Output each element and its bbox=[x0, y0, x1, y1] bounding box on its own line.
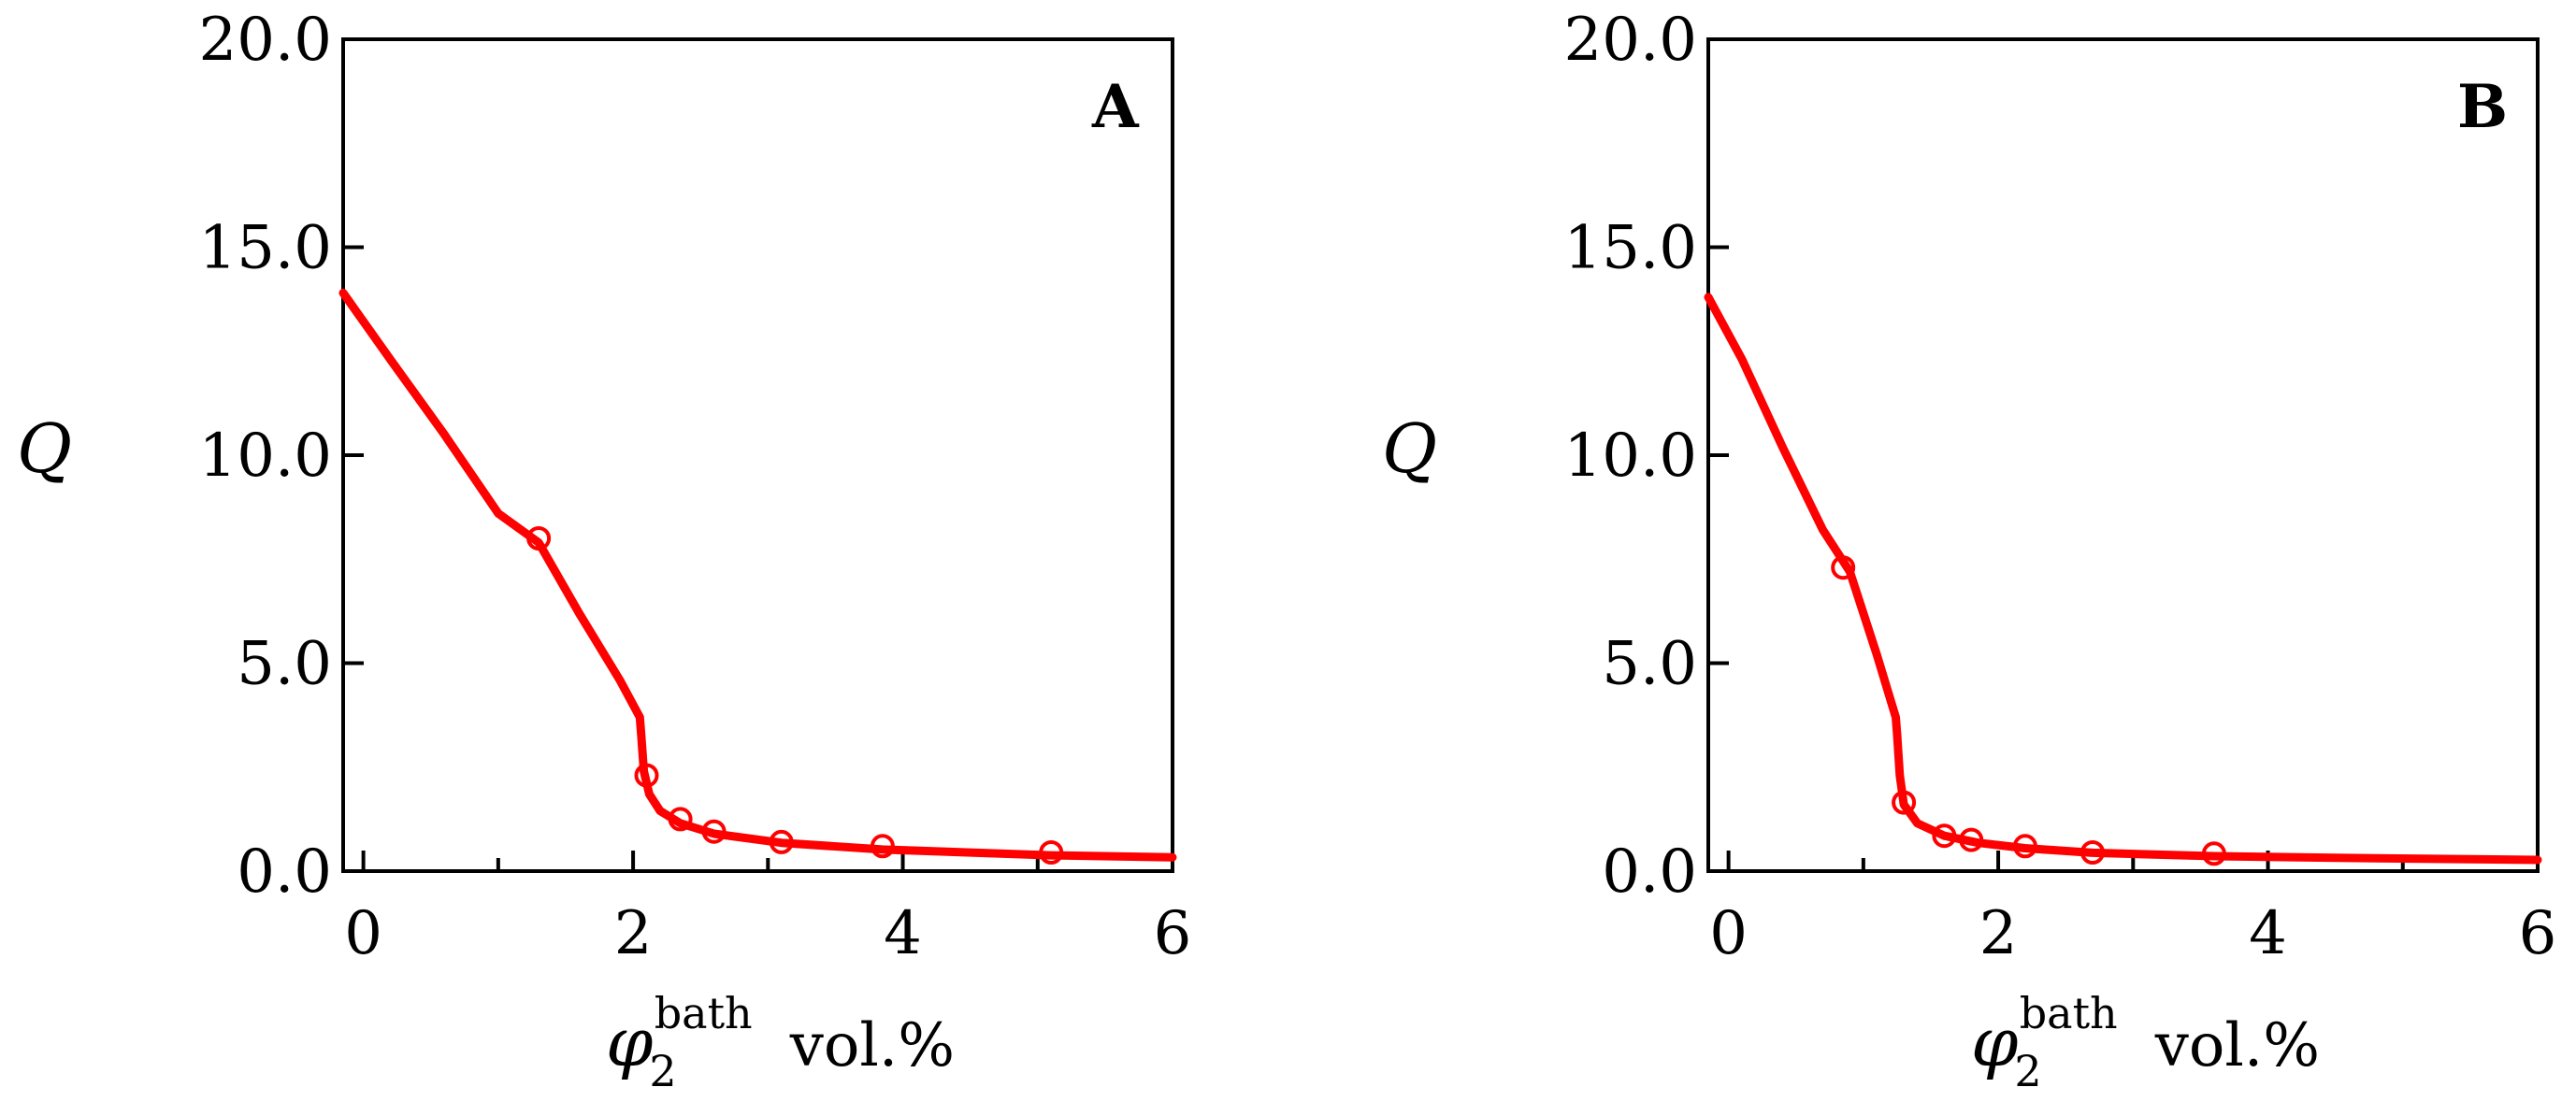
data-point bbox=[526, 526, 552, 551]
data-point bbox=[2012, 834, 2037, 859]
x-tick-label: 0 bbox=[1709, 899, 1748, 968]
y-tick-label: 5.0 bbox=[237, 630, 332, 699]
series-layer bbox=[1704, 293, 2542, 866]
axis-ticks bbox=[1708, 37, 2540, 873]
y-axis-label: Q bbox=[17, 409, 72, 488]
y-tick-label: 5.0 bbox=[1602, 630, 1697, 699]
x-axis-unit: vol.% bbox=[2154, 1011, 2320, 1080]
x-axis-subscript: 2 bbox=[649, 1046, 676, 1096]
x-axis-subscript: 2 bbox=[2014, 1046, 2041, 1096]
y-tick-label: 0.0 bbox=[1602, 837, 1697, 907]
panel-b: Q B φ2bath vol.% 0 2 4 60.05.010.015.020.0 bbox=[1382, 6, 2556, 1096]
fit-curve bbox=[338, 288, 1177, 862]
y-tick-label: 20.0 bbox=[1564, 6, 1698, 75]
x-axis-superscript: bath bbox=[655, 988, 753, 1038]
y-tick-label: 15.0 bbox=[1564, 214, 1698, 283]
fit-curve bbox=[1704, 293, 2542, 865]
data-point bbox=[1932, 823, 1957, 849]
x-tick-label: 2 bbox=[614, 899, 653, 968]
panel-label: A bbox=[1091, 72, 1140, 142]
series-layer bbox=[338, 288, 1177, 865]
data-point bbox=[634, 763, 659, 788]
axis-ticks bbox=[343, 37, 1174, 873]
data-point bbox=[1892, 790, 1917, 815]
data-point bbox=[668, 807, 693, 832]
panel-label: B bbox=[2457, 72, 2508, 142]
x-axis-label: φ2 bath vol.% bbox=[1971, 988, 2320, 1096]
data-point bbox=[1959, 827, 1984, 852]
x-tick-label: 6 bbox=[1154, 899, 1192, 968]
data-point bbox=[1831, 555, 1856, 580]
x-tick-label: 2 bbox=[1979, 899, 2018, 968]
y-tick-label: 0.0 bbox=[237, 837, 332, 907]
panel-a: Q A φ2bath vol.% 0 2 4 60.05.010.015.020.0 bbox=[17, 6, 1191, 1096]
x-tick-label: 6 bbox=[2519, 899, 2557, 968]
y-tick-label: 15.0 bbox=[199, 214, 333, 283]
data-point bbox=[870, 834, 895, 859]
y-tick-label: 20.0 bbox=[199, 6, 333, 75]
x-axis-superscript: bath bbox=[2020, 988, 2118, 1038]
y-tick-label: 10.0 bbox=[199, 422, 333, 491]
data-point bbox=[701, 819, 727, 844]
plot-frame bbox=[1706, 37, 2540, 873]
y-tick-label: 10.0 bbox=[1564, 422, 1698, 491]
x-axis-label: φ2 bath vol.% bbox=[606, 988, 955, 1096]
tick-labels: 0 2 4 6 0.0 5.0 10.0 15.0 20.0 bbox=[1564, 6, 2557, 968]
x-tick-label: 4 bbox=[884, 899, 922, 968]
tick-labels: 0 2 4 6 0.0 5.0 10.0 15.0 20.0 bbox=[199, 6, 1192, 968]
y-axis-label: Q bbox=[1382, 409, 1437, 488]
x-axis-symbol: φ bbox=[1971, 1003, 2019, 1081]
x-axis-symbol: φ bbox=[606, 1003, 654, 1081]
x-tick-label: 0 bbox=[344, 899, 382, 968]
data-point bbox=[1039, 840, 1064, 865]
x-axis-unit: vol.% bbox=[789, 1011, 955, 1080]
x-tick-label: 4 bbox=[2249, 899, 2287, 968]
data-point bbox=[2080, 840, 2105, 865]
data-point bbox=[769, 829, 794, 854]
plot-frame bbox=[341, 37, 1174, 873]
data-point bbox=[2201, 841, 2226, 866]
